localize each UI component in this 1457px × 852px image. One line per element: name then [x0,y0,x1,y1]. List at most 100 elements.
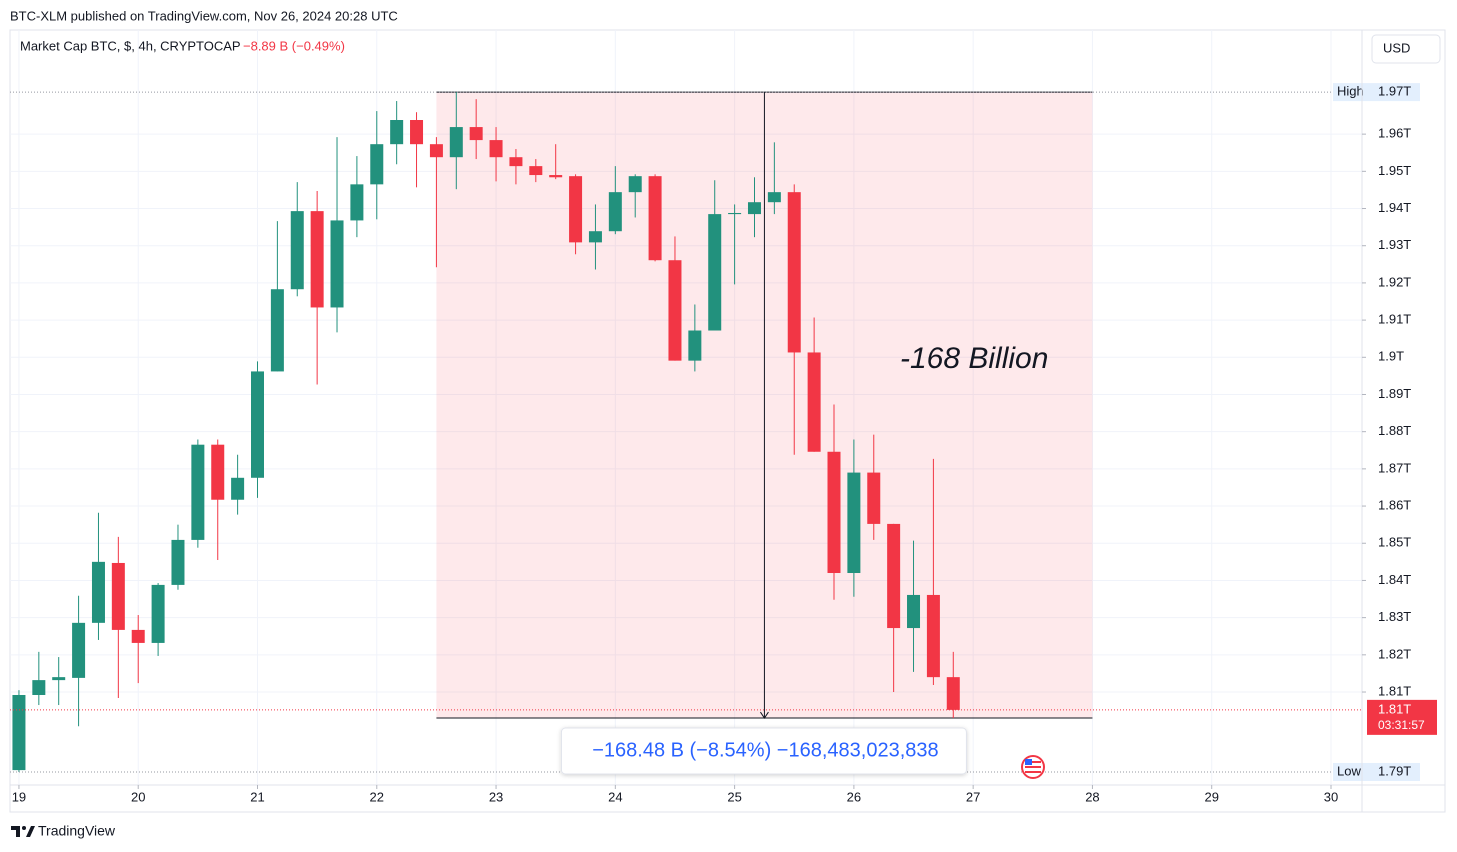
brand-name: TradingView [38,823,116,839]
candle-body [290,211,304,290]
candle-body [390,120,404,145]
candle-body [549,175,563,178]
y-tick-label: 1.89T [1378,386,1411,401]
y-tick-label: 1.83T [1378,609,1411,624]
y-tick-label: 1.93T [1378,237,1411,252]
currency-label[interactable]: USD [1383,40,1410,55]
last-price-label: 1.81T [1378,701,1411,716]
candle-body [946,677,960,710]
candle-body [529,166,543,176]
measure-label: −168.48 B (−8.54%) −168,483,023,838 [592,739,938,761]
flag-icon [1021,755,1045,779]
x-tick-label: 29 [1204,789,1218,804]
candle-body [469,127,483,141]
y-tick-label: 1.94T [1378,200,1411,215]
candle-body [807,352,821,452]
extreme-name: Low [1337,763,1361,778]
y-tick-label: 1.96T [1378,126,1411,141]
y-tick-label: 1.86T [1378,497,1411,512]
candle-body [867,472,881,524]
candle-body [827,451,841,574]
candle-body [91,561,105,623]
extreme-value: 1.97T [1378,84,1411,99]
candle-body [509,157,523,167]
measure [436,91,1093,719]
y-tick-label: 1.95T [1378,163,1411,178]
candle-body [648,176,662,261]
x-tick-label: 24 [608,789,622,804]
candle-body [429,144,443,158]
y-tick-label: 1.9T [1378,349,1404,364]
candle-body [668,260,682,361]
candle-body [410,120,424,145]
x-tick-label: 25 [727,789,741,804]
currency-button[interactable] [1371,34,1441,64]
candle-body [907,594,921,629]
y-tick-label: 1.91T [1378,312,1411,327]
axes: 1.96T 1.95T 1.94T 1.93T 1.92T 1.91T 1.9T 1.89T 1… [12,126,1412,805]
x-tick-label: 19 [12,789,26,804]
measure-arrowhead [760,711,769,719]
candle-body [887,523,901,629]
candle-body [449,127,463,158]
candle-body [728,212,742,215]
candle-body [12,694,26,771]
candle-body [747,202,761,215]
y-tick-label: 1.81T [1378,683,1411,698]
candle-body [52,677,66,681]
x-tick-label: 22 [370,789,384,804]
x-tick-label: 30 [1324,789,1338,804]
publish-title: BTC-XLM published on TradingView.com, No… [10,8,398,23]
y-tick-label: 1.82T [1378,646,1411,661]
candle-body [847,472,861,574]
measure-label-box [560,727,967,775]
symbol-legend: Market Cap BTC, $, 4h, CRYPTOCAP [20,38,241,53]
extreme-name: High [1337,84,1364,99]
candle-body [588,231,602,243]
candle-body [151,584,165,643]
extreme-value: 1.79T [1378,763,1411,778]
x-tick-label: 20 [131,789,145,804]
extreme-tag [1333,83,1420,102]
candle-body [569,176,583,243]
extreme-tag [1333,762,1420,781]
candle-body [111,562,125,630]
chart-frame [9,29,1446,813]
x-tick-label: 27 [966,789,980,804]
brand-logo [11,826,35,837]
candle-body [270,289,284,372]
y-tick-label: 1.85T [1378,535,1411,550]
x-tick-label: 28 [1085,789,1099,804]
candle-body [350,184,364,221]
candle-body [688,330,702,361]
candle-body [628,176,642,193]
candle-body [767,192,781,203]
x-tick-label: 23 [489,789,503,804]
x-tick-label: 21 [250,789,264,804]
candle-body [926,594,940,678]
annotation: -168 Billion [900,342,1048,375]
y-tick-label: 1.84T [1378,572,1411,587]
candle-body [330,220,344,308]
candle-body [191,444,205,540]
y-tick-label: 1.88T [1378,423,1411,438]
candle-body [608,192,622,232]
candle-body [787,192,801,353]
candle-body [32,680,46,695]
candle-body [131,629,145,643]
candle-body [310,211,324,308]
candles [12,92,960,772]
overlay: High 1.97T Low 1.79T 1.81T 03:31:57 −168.48 B … [10,83,1437,781]
y-tick-label: 1.87T [1378,460,1411,475]
change-legend: −8.89 B (−0.49%) [243,38,345,53]
candle-body [708,214,722,331]
candle-body [211,444,225,500]
y-tick-label: 1.92T [1378,274,1411,289]
x-tick-label: 26 [847,789,861,804]
candle-body [231,477,245,500]
candle-body [370,144,384,185]
candle-body [171,539,185,585]
last-price-tag [1367,699,1437,735]
